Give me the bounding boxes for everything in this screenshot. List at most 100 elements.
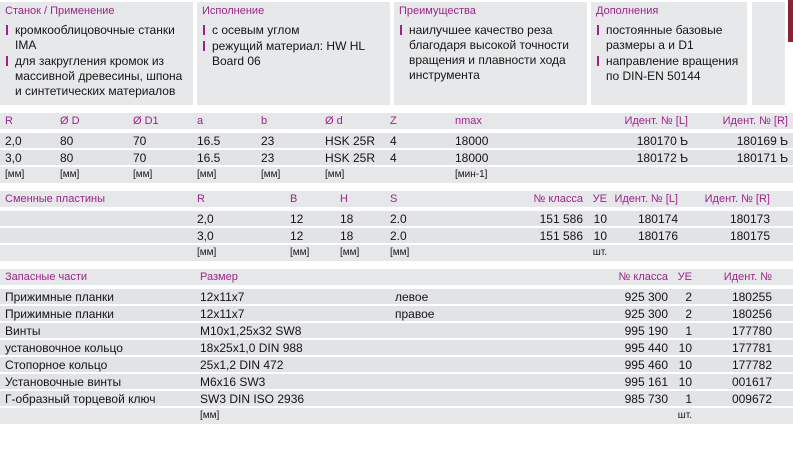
info-section-title: Дополнения: [596, 5, 659, 17]
cell-value: Винты: [0, 323, 195, 340]
info-item: постоянные базовые размеры a и D1: [596, 23, 741, 53]
unit-label: [мм]: [256, 167, 320, 183]
cell-value: 180255: [692, 289, 793, 306]
info-item: кромкооблицовочные станки IMA: [5, 23, 187, 53]
page-corner-marker: [788, 0, 793, 42]
cell-value: 23: [256, 133, 320, 150]
table-header-row: Запасные части Размер № класса УЕ Идент.…: [0, 269, 793, 289]
info-item: для закругления кромок из массивной древ…: [5, 54, 187, 99]
cell-value: 10: [668, 340, 692, 357]
cell-value: 10: [668, 357, 692, 374]
col-header: Ø d: [320, 113, 385, 133]
unit-label: [385, 167, 450, 183]
col-header: Ø D1: [128, 113, 192, 133]
cell-value: 180176: [607, 228, 678, 245]
cell-value: Установочные винты: [0, 374, 195, 391]
cell-value: 177781: [692, 340, 793, 357]
cell-value: SW3 DIN ISO 2936: [195, 391, 390, 408]
unit-label: [мм]: [55, 167, 128, 183]
cell-value: M6x16 SW3: [195, 374, 390, 391]
cell-value: 10: [583, 228, 607, 245]
cell-value: 2,0: [0, 133, 55, 150]
cell-value: 4: [385, 150, 450, 167]
section-title: Запасные части: [0, 269, 195, 289]
cell-value: 12x11x7: [195, 306, 390, 323]
cell-value: [0, 228, 192, 245]
units-row: [мм] [мм] [мм] [мм] шт.: [0, 245, 793, 261]
cell-value: 23: [256, 150, 320, 167]
cell-value: 18: [335, 211, 385, 228]
cell-value: левое: [390, 289, 455, 306]
unit-label: [мм]: [128, 167, 192, 183]
spares-table: Запасные части Размер № класса УЕ Идент.…: [0, 269, 793, 424]
inserts-table: Сменные пластины R B H S № класса УЕ Иде…: [0, 191, 793, 261]
cell-value: HSK 25R: [320, 150, 385, 167]
cell-value: 25x1,2 DIN 472: [195, 357, 390, 374]
unit-label: шт.: [668, 408, 692, 424]
cell-value: 180169 Ƅ: [688, 133, 793, 150]
unit-label: [мм]: [335, 245, 385, 261]
cell-value: 2: [668, 306, 692, 323]
info-section-title: Станок / Применение: [5, 5, 115, 17]
cell-value: 16.5: [192, 133, 256, 150]
cell-value: 2.0: [385, 211, 450, 228]
cell-value: установочное кольцо: [0, 340, 195, 357]
unit-label: [мм]: [195, 408, 390, 424]
unit-label: [450, 245, 583, 261]
info-section-advantages: Преимущества наилучшее качество реза бла…: [394, 2, 587, 105]
cell-value: 180171 Ƅ: [688, 150, 793, 167]
col-header: Идент. №: [692, 269, 793, 289]
cell-value: 2: [668, 289, 692, 306]
cell-value: Г-образный торцевой ключ: [0, 391, 195, 408]
unit-label: [0, 408, 195, 424]
cell-value: 180175: [678, 228, 793, 245]
col-header: nmax: [450, 113, 560, 133]
cell-value: 80: [55, 133, 128, 150]
cell-value: 180173: [678, 211, 793, 228]
cell-value: 177780: [692, 323, 793, 340]
table-row: Стопорное кольцо 25x1,2 DIN 472 995 460 …: [0, 357, 793, 374]
cell-value: 001617: [692, 374, 793, 391]
cell-value: 151 586: [450, 228, 583, 245]
unit-label: [560, 167, 688, 183]
cell-value: 1: [668, 323, 692, 340]
unit-label: [мм]: [192, 167, 256, 183]
table-row: установочное кольцо 18x25x1,0 DIN 988 99…: [0, 340, 793, 357]
table-row: 2,0 12 18 2.0 151 586 10 180174 180173: [0, 211, 793, 228]
cell-value: 12x11x7: [195, 289, 390, 306]
cell-value: 18x25x1,0 DIN 988: [195, 340, 390, 357]
cell-value: 12: [285, 211, 335, 228]
unit-label: [мм]: [285, 245, 335, 261]
units-row: [мм] [мм] [мм] [мм] [мм] [мм] [мин-1]: [0, 167, 793, 183]
bullet-icon: [203, 41, 205, 51]
info-item-text: постоянные базовые размеры a и D1: [606, 23, 723, 52]
table-row: Прижимные планки 12x11x7 левое 925 300 2…: [0, 289, 793, 306]
cell-value: HSK 25R: [320, 133, 385, 150]
cell-value: [390, 340, 455, 357]
cell-value: 10: [668, 374, 692, 391]
cell-value: 18: [335, 228, 385, 245]
bullet-icon: [6, 56, 8, 66]
cell-value: 925 300: [455, 289, 668, 306]
table-row: Винты M10x1,25x32 SW8 995 190 1 177780: [0, 323, 793, 340]
unit-label: [мин-1]: [450, 167, 560, 183]
unit-label: [мм]: [0, 167, 55, 183]
info-item-text: с осевым углом: [212, 23, 300, 37]
unit-label: [мм]: [192, 245, 285, 261]
unit-label: [607, 245, 678, 261]
col-header: b: [256, 113, 320, 133]
cell-value: 177782: [692, 357, 793, 374]
info-section-title: Преимущества: [399, 5, 476, 17]
table-row: Прижимные планки 12x11x7 правое 925 300 …: [0, 306, 793, 323]
info-section-title: Исполнение: [202, 5, 265, 17]
cell-value: 3,0: [0, 150, 55, 167]
col-header: H: [335, 191, 385, 211]
table-header-row: Сменные пластины R B H S № класса УЕ Иде…: [0, 191, 793, 211]
col-header: № класса: [455, 269, 668, 289]
info-item-text: направление вращения по DIN-EN 50144: [606, 54, 739, 83]
cell-value: 12: [285, 228, 335, 245]
cell-value: 2,0: [192, 211, 285, 228]
info-section-spacer: [752, 2, 785, 105]
col-header: Идент. № [R]: [688, 113, 793, 133]
col-header: a: [192, 113, 256, 133]
